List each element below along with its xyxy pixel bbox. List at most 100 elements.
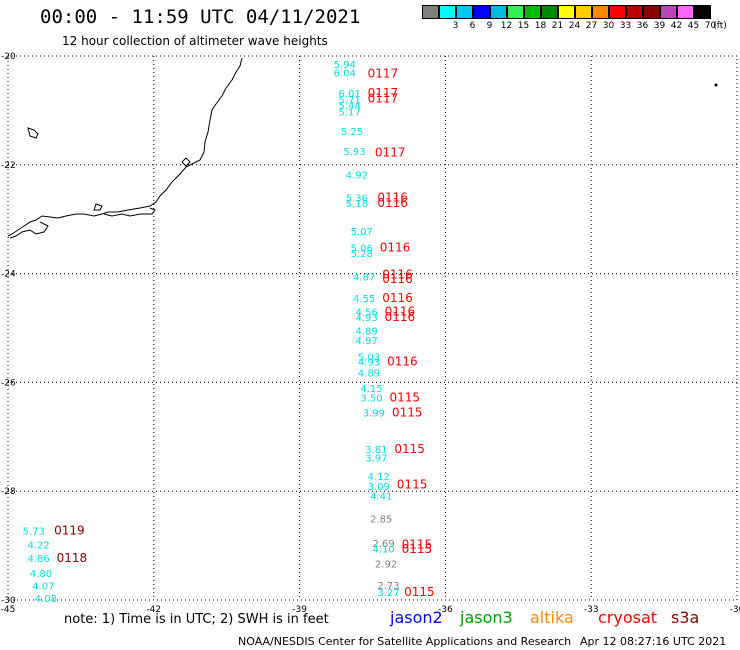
legend-unit: (ft) bbox=[713, 21, 727, 31]
observation-label: 4.15 bbox=[360, 384, 382, 395]
legend-swatches bbox=[422, 5, 711, 19]
observation-label: 3.50 bbox=[360, 394, 382, 405]
coastline bbox=[7, 57, 718, 239]
lat-tick-label: -30 bbox=[1, 596, 16, 606]
footer-credit: NOAA/NESDIS Center for Satellite Applica… bbox=[238, 635, 572, 648]
legend-label: 33 bbox=[619, 21, 632, 31]
observation-label: 2.85 bbox=[370, 514, 392, 525]
observation-label: 6.04 bbox=[334, 68, 356, 79]
observation-label: 5.93 bbox=[343, 147, 365, 158]
observation-label: 0115 bbox=[390, 391, 421, 405]
observation-label: 2.69 bbox=[373, 539, 395, 550]
legend-label: 45 bbox=[687, 21, 700, 31]
observation-label: 4.41 bbox=[370, 492, 392, 503]
legend-swatch bbox=[473, 5, 490, 19]
legend-label: 9 bbox=[486, 21, 493, 31]
observation-label: 4.89 bbox=[358, 369, 380, 380]
satellite-cryosat: cryosat bbox=[598, 608, 658, 627]
observation-label: 4.80 bbox=[30, 569, 52, 580]
observation-label: 0115 bbox=[394, 442, 425, 456]
legend-label: 24 bbox=[568, 21, 581, 31]
legend-label: 3 bbox=[452, 21, 459, 31]
observation-label: 3.09 bbox=[368, 482, 390, 493]
legend-label: 27 bbox=[585, 21, 598, 31]
observation-label: 0116 bbox=[385, 305, 416, 319]
legend-swatch bbox=[694, 5, 711, 19]
observation-label: 5.17 bbox=[338, 107, 360, 118]
lon-tick-label: -30 bbox=[730, 605, 740, 615]
observation-label: 4.08 bbox=[35, 594, 57, 605]
lagoon-outline bbox=[27, 127, 39, 139]
legend-label: 12 bbox=[500, 21, 513, 31]
observation-label: 4.56 bbox=[355, 308, 377, 319]
observation-label: 0115 bbox=[404, 585, 435, 599]
coastline-path bbox=[7, 57, 243, 237]
legend-label: 15 bbox=[517, 21, 530, 31]
observation-label: 0116 bbox=[377, 190, 408, 204]
observation-label: 0115 bbox=[392, 405, 423, 419]
satellite-jason3: jason3 bbox=[460, 608, 513, 627]
lon-tick-label: -42 bbox=[146, 605, 161, 615]
observation-label: 2.92 bbox=[375, 560, 397, 571]
footer-note: note: 1) Time is in UTC; 2) SWH is in fe… bbox=[64, 612, 329, 627]
lon-tick-label: -33 bbox=[584, 605, 599, 615]
observation-label: 5.44 bbox=[338, 101, 360, 112]
observation-label: 5.94 bbox=[334, 60, 356, 71]
footer-date: Apr 12 08:27:16 UTC 2021 bbox=[580, 635, 727, 648]
legend-labels: 3 6 9 12 15 18 21 24 27 30 33 36 39 42 45 70 (ft) bbox=[422, 19, 727, 33]
lon-tick-label: -36 bbox=[438, 605, 453, 615]
legend-swatch bbox=[677, 5, 694, 19]
observation-label: 5.18 bbox=[346, 199, 368, 210]
observation-label: 0115 bbox=[402, 538, 433, 552]
legend-swatch bbox=[439, 5, 456, 19]
observation-label: 4.22 bbox=[27, 541, 49, 552]
island-outline bbox=[93, 203, 103, 211]
lat-tick-label: -24 bbox=[1, 270, 16, 280]
observation-label: 0117 bbox=[368, 91, 399, 105]
legend-swatch bbox=[422, 5, 439, 19]
lat-tick-label: -28 bbox=[1, 487, 16, 497]
observation-label: 4.87 bbox=[353, 272, 375, 283]
legend-swatch bbox=[643, 5, 660, 19]
observation-label: 0116 bbox=[382, 272, 413, 286]
observation-label: 0115 bbox=[397, 478, 428, 492]
observation-label: 3.99 bbox=[363, 408, 385, 419]
legend-swatch bbox=[575, 5, 592, 19]
observation-label: 4.93 bbox=[355, 313, 377, 324]
observation-label: 4.89 bbox=[355, 327, 377, 338]
lon-tick-label: -39 bbox=[292, 605, 307, 615]
observation-label: 5.73 bbox=[23, 526, 45, 537]
observation-label: 3.97 bbox=[365, 453, 387, 464]
observation-label: 6.01 bbox=[338, 89, 360, 100]
observations-layer: 5.946.04 0117 6.01 0117 5.71 0117 5.445.17 5.25… bbox=[23, 60, 435, 605]
observation-label: 0117 bbox=[368, 86, 399, 100]
legend-swatch bbox=[660, 5, 677, 19]
observation-label: 4.97 bbox=[355, 336, 377, 347]
observation-label: 4.12 bbox=[368, 472, 390, 483]
satellite-s3a: s3a bbox=[671, 608, 700, 627]
observation-label: 2.73 bbox=[377, 581, 399, 592]
observation-label: 4.92 bbox=[346, 171, 368, 182]
legend-label: 21 bbox=[551, 21, 564, 31]
legend-label: 70 bbox=[704, 21, 717, 31]
observation-label: 4.07 bbox=[32, 581, 54, 592]
bay-outline-south bbox=[9, 221, 49, 239]
map-title: 00:00 - 11:59 UTC 04/11/2021 bbox=[40, 6, 361, 28]
satellite-jason2: jason2 bbox=[390, 608, 443, 627]
color-legend: 3 6 9 12 15 18 21 24 27 30 33 36 39 42 45 70 (ft) bbox=[422, 5, 727, 33]
cape-outline bbox=[181, 157, 191, 167]
legend-label: 30 bbox=[602, 21, 615, 31]
legend-swatch bbox=[490, 5, 507, 19]
observation-label: 0115 bbox=[402, 542, 433, 556]
observation-label: 0118 bbox=[57, 551, 88, 565]
observation-label: 3.27 bbox=[377, 588, 399, 599]
observation-label: 4.55 bbox=[353, 294, 375, 305]
observation-label: 5.36 bbox=[346, 193, 368, 204]
legend-swatch bbox=[592, 5, 609, 19]
observation-label: 5.71 bbox=[338, 96, 360, 107]
map-frame bbox=[7, 55, 738, 601]
observation-label: 0119 bbox=[54, 523, 85, 537]
observation-label: 4.93 bbox=[358, 358, 380, 369]
bay-outline bbox=[103, 207, 156, 217]
